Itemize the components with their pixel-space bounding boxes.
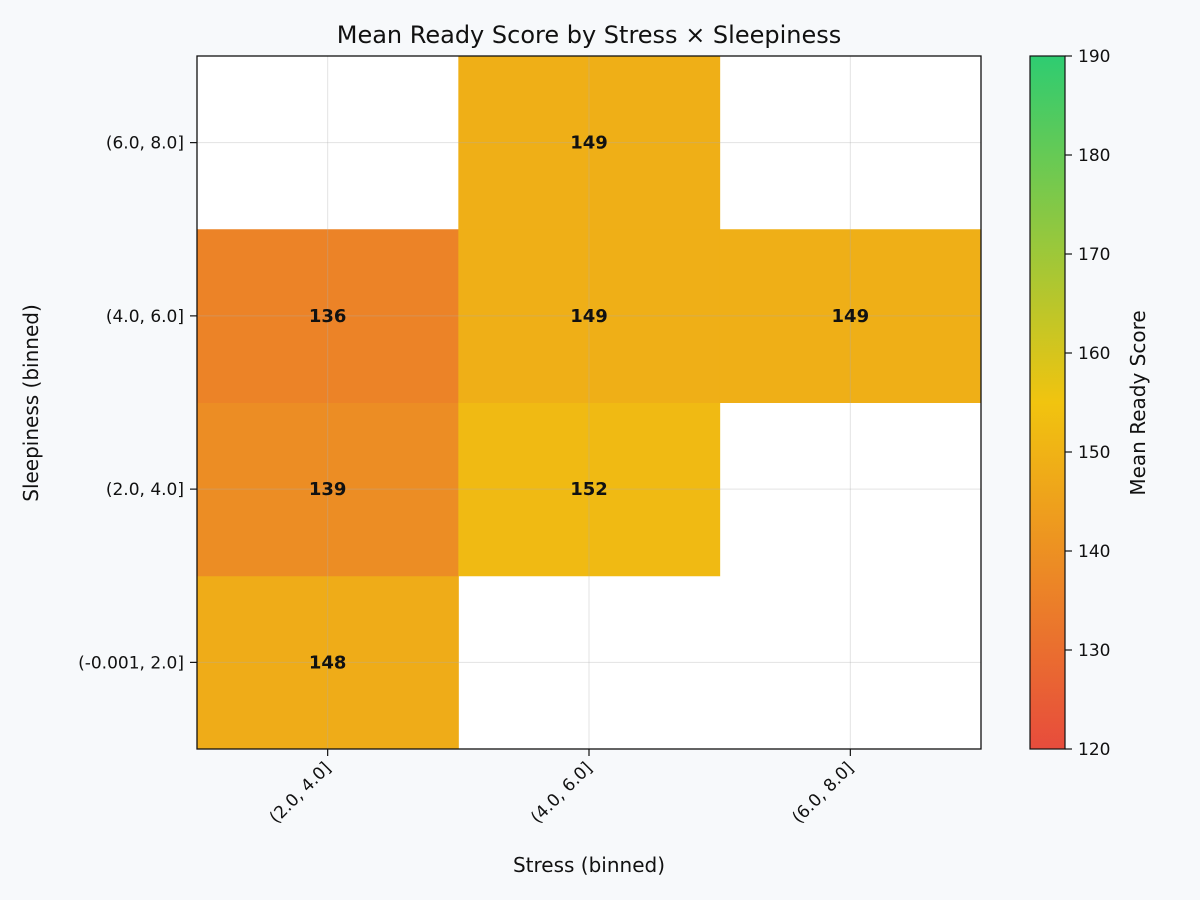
- heatmap-cell: [458, 229, 721, 403]
- heatmap-cell: [197, 575, 459, 750]
- colorbar-label: Mean Ready Score: [1126, 310, 1150, 495]
- colorbar: [1029, 55, 1066, 750]
- cell-value-label: 136: [309, 306, 347, 327]
- colorbar-tick-label: 180: [1078, 146, 1110, 166]
- cell-value-label: 148: [309, 652, 347, 673]
- colorbar-tick-label: 170: [1078, 245, 1110, 265]
- x-axis-label: Stress (binned): [513, 853, 665, 877]
- y-axis-label: Sleepiness (binned): [19, 304, 43, 502]
- cell-value-label: 149: [570, 133, 608, 154]
- y-tick-label: (2.0, 4.0]: [106, 480, 184, 500]
- x-tick-label: (6.0, 8.0]: [788, 758, 857, 827]
- y-tick-label: (4.0, 6.0]: [106, 307, 184, 327]
- y-tick-label: (6.0, 8.0]: [106, 134, 184, 154]
- colorbar-tick-label: 130: [1078, 641, 1110, 661]
- y-tick-label: (-0.001, 2.0]: [78, 653, 184, 673]
- x-tick-label: (2.0, 4.0]: [266, 758, 335, 827]
- chart-title: Mean Ready Score by Stress × Sleepiness: [337, 21, 842, 49]
- colorbar-tick-label: 150: [1078, 443, 1110, 463]
- colorbar-tick-label: 190: [1078, 47, 1110, 67]
- heatmap-cell: [458, 402, 721, 577]
- colorbar-tick-label: 160: [1078, 344, 1110, 364]
- x-tick-label: (4.0, 6.0]: [527, 758, 596, 827]
- colorbar-tick-label: 140: [1078, 542, 1110, 562]
- colorbar-tick-label: 120: [1078, 740, 1110, 760]
- cell-value-label: 149: [832, 306, 870, 327]
- cell-value-label: 149: [570, 306, 608, 327]
- heatmap-cell: [197, 402, 459, 577]
- heatmap-cell: [458, 56, 721, 230]
- cell-value-label: 139: [309, 479, 347, 500]
- heatmap-cell: [197, 229, 459, 403]
- heatmap-cell: [719, 229, 982, 403]
- cell-value-label: 152: [570, 479, 608, 500]
